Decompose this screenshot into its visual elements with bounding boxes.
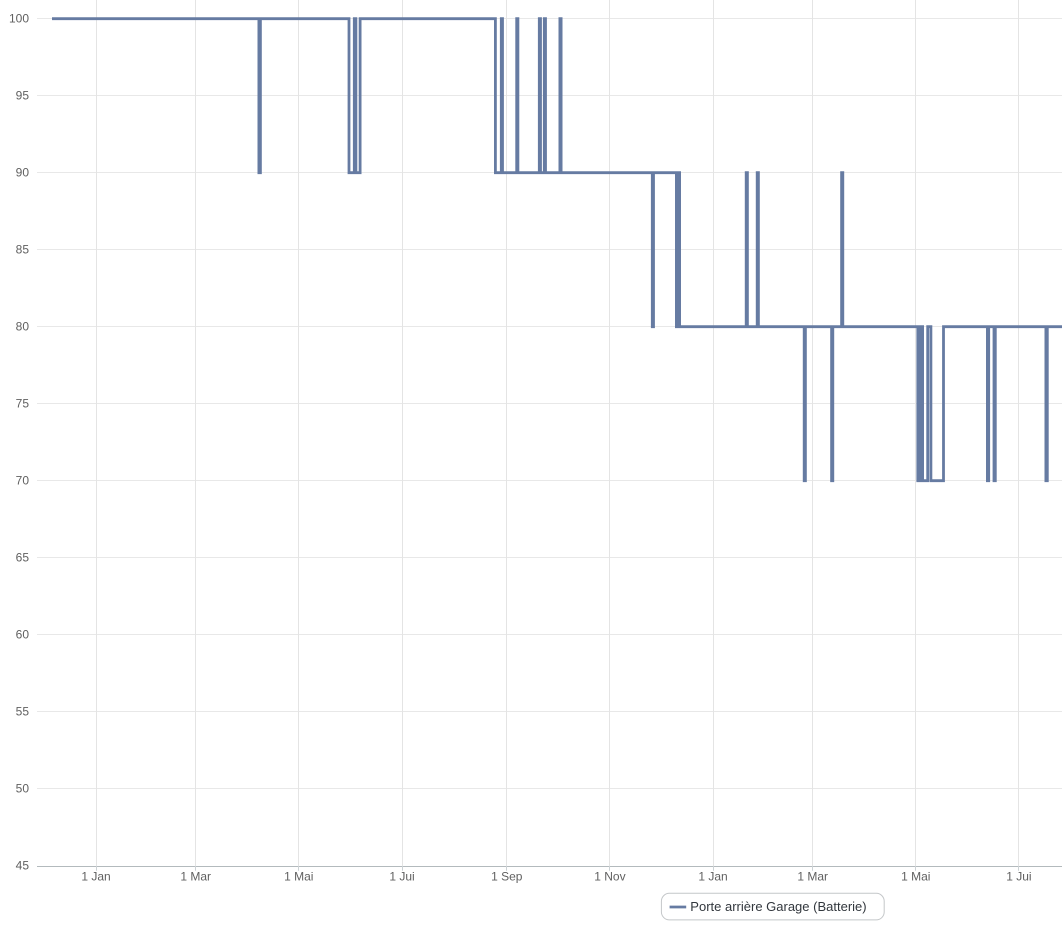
svg-text:95: 95 [16,88,30,102]
svg-text:1 Jan: 1 Jan [698,869,727,883]
svg-text:1 Jui: 1 Jui [1006,869,1031,883]
svg-text:90: 90 [16,165,30,179]
svg-text:60: 60 [16,627,30,641]
svg-text:1 Sep: 1 Sep [491,869,523,883]
svg-text:65: 65 [16,550,30,564]
svg-text:1 Jan: 1 Jan [81,869,110,883]
svg-text:50: 50 [16,781,30,795]
svg-text:55: 55 [16,704,30,718]
svg-text:1 Mai: 1 Mai [901,869,930,883]
svg-text:85: 85 [16,242,30,256]
svg-text:1 Mai: 1 Mai [284,869,313,883]
svg-text:Porte arrière Garage (Batterie: Porte arrière Garage (Batterie) [690,899,866,914]
svg-text:1 Jui: 1 Jui [389,869,414,883]
svg-text:80: 80 [16,319,30,333]
svg-text:1 Mar: 1 Mar [180,869,211,883]
svg-text:70: 70 [16,473,30,487]
svg-text:75: 75 [16,396,30,410]
svg-text:1 Nov: 1 Nov [594,869,625,883]
svg-text:45: 45 [16,858,30,872]
svg-text:100: 100 [9,11,29,25]
svg-text:1 Mar: 1 Mar [797,869,828,883]
